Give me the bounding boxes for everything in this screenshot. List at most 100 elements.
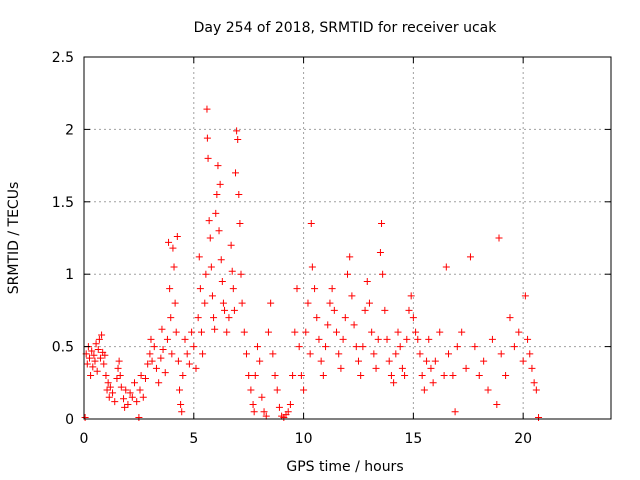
data-point	[109, 389, 117, 397]
data-point	[115, 357, 123, 365]
data-point	[144, 360, 152, 368]
data-point	[174, 357, 182, 365]
data-point	[370, 350, 378, 358]
data-point	[515, 328, 523, 336]
data-point	[322, 343, 330, 351]
data-point	[202, 270, 210, 278]
data-point	[101, 351, 109, 359]
data-point	[213, 191, 221, 199]
data-point	[185, 360, 193, 368]
data-point	[383, 335, 391, 343]
data-point	[269, 350, 277, 358]
y-tick-label: 1	[65, 267, 74, 283]
data-point	[401, 372, 409, 380]
data-point	[475, 372, 483, 380]
data-point	[240, 328, 248, 336]
ticks-layer	[83, 56, 611, 420]
data-point	[308, 263, 316, 271]
data-point	[106, 383, 114, 391]
y-tick-label: 1.5	[52, 195, 74, 211]
data-point	[307, 220, 315, 228]
data-point	[141, 374, 149, 382]
data-point	[105, 393, 113, 401]
data-point	[337, 364, 345, 372]
data-point	[103, 386, 111, 394]
data-point	[227, 241, 235, 249]
data-point	[267, 299, 275, 307]
data-point	[311, 285, 319, 293]
data-point	[387, 372, 395, 380]
data-point	[328, 285, 336, 293]
data-point	[306, 350, 314, 358]
data-point	[207, 263, 215, 271]
data-point	[427, 364, 435, 372]
data-point	[155, 379, 163, 387]
data-point	[250, 408, 258, 416]
data-point	[242, 350, 250, 358]
data-point	[147, 335, 155, 343]
data-point	[381, 306, 389, 314]
data-point	[260, 408, 268, 416]
y-tick-label: 2	[65, 122, 74, 138]
data-point	[526, 350, 534, 358]
data-point	[273, 386, 281, 394]
data-point	[313, 314, 321, 322]
data-point	[168, 350, 176, 358]
data-point	[348, 292, 356, 300]
data-point	[113, 374, 121, 382]
data-point	[506, 314, 514, 322]
data-point	[120, 395, 128, 403]
data-point	[407, 292, 415, 300]
data-point	[420, 386, 428, 394]
data-point	[206, 234, 214, 242]
data-point	[350, 321, 358, 329]
data-point	[284, 408, 292, 416]
data-point	[114, 364, 122, 372]
data-point	[88, 347, 96, 355]
data-point	[102, 372, 110, 380]
data-point	[495, 234, 503, 242]
data-point	[194, 314, 202, 322]
data-point	[104, 379, 112, 387]
data-point	[195, 253, 203, 261]
data-point	[188, 328, 196, 336]
data-point	[442, 263, 450, 271]
data-point	[412, 328, 420, 336]
data-point	[146, 350, 154, 358]
data-point	[451, 408, 459, 416]
data-point	[150, 343, 158, 351]
data-point	[302, 328, 310, 336]
data-point	[94, 345, 102, 353]
data-point	[398, 364, 406, 372]
x-tick-label: 5	[189, 431, 198, 447]
data-point	[392, 350, 400, 358]
data-point	[133, 398, 141, 406]
data-point	[124, 401, 132, 409]
data-point	[148, 357, 156, 365]
data-point	[219, 299, 227, 307]
data-point	[253, 343, 261, 351]
y-tick-label: 0	[65, 412, 74, 428]
x-tick-label: 10	[295, 431, 313, 447]
data-point	[304, 299, 312, 307]
data-point	[117, 383, 125, 391]
data-point	[385, 357, 393, 365]
data-point	[137, 372, 145, 380]
data-point	[440, 372, 448, 380]
data-point	[122, 386, 130, 394]
data-point	[409, 314, 417, 322]
y-tick-label: 0.5	[52, 340, 74, 356]
labels-layer: 0 5 10 15 20 0 0.5 1 1.5 2 2.5	[52, 50, 532, 447]
x-tick-label: 15	[404, 431, 422, 447]
chart-title: Day 254 of 2018, SRMTID for receiver uca…	[194, 20, 498, 36]
data-point	[201, 299, 209, 307]
data-point	[128, 393, 136, 401]
data-point	[425, 335, 433, 343]
data-point	[172, 328, 180, 336]
data-point	[414, 335, 422, 343]
data-point	[96, 354, 104, 362]
data-point	[480, 357, 488, 365]
data-point	[379, 270, 387, 278]
data-point	[405, 306, 413, 314]
marks-layer	[81, 105, 543, 422]
